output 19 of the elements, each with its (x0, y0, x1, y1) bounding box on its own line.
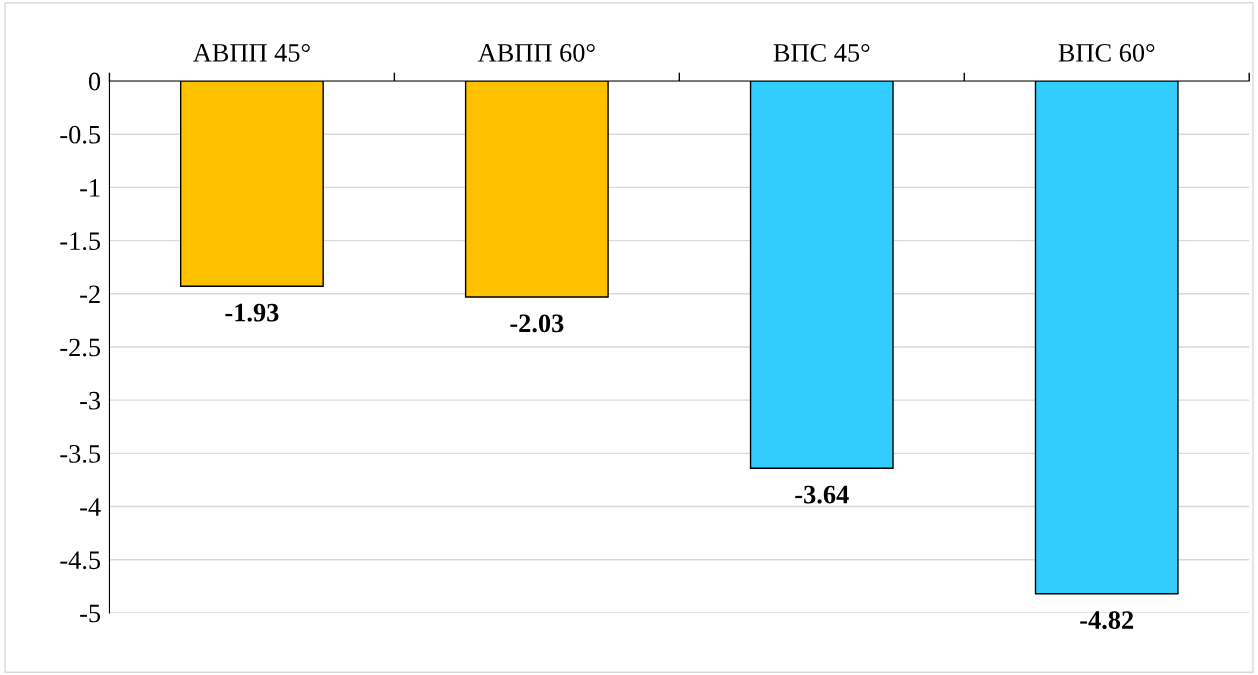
y-tick-label: -5 (80, 604, 101, 623)
y-tick-label: -0.5 (60, 125, 101, 144)
y-tick-label: -4 (80, 498, 101, 516)
y-tick-label: -1 (80, 179, 100, 197)
y-tick-label: -3 (80, 391, 101, 410)
y-tick-label: -1.5 (60, 232, 101, 251)
data-label: -2.03 (510, 314, 564, 333)
x-tick-label: АВПП 45° (193, 43, 310, 62)
x-tick-label: ВПС 45° (773, 43, 870, 62)
data-label: -3.64 (795, 485, 849, 504)
x-tick-label: АВПП 60° (477, 43, 595, 62)
y-tick-label: -2.5 (60, 338, 101, 357)
y-tick-label: -2 (80, 285, 100, 303)
x-tick-label: ВПС 60° (1058, 43, 1155, 62)
y-tick-label: -3.5 (60, 445, 101, 463)
y-tick-label: -4.5 (60, 551, 101, 570)
y-tick-label: 0 (88, 72, 101, 91)
data-label: -1.93 (225, 303, 279, 322)
data-label: -4.82 (1080, 611, 1134, 630)
